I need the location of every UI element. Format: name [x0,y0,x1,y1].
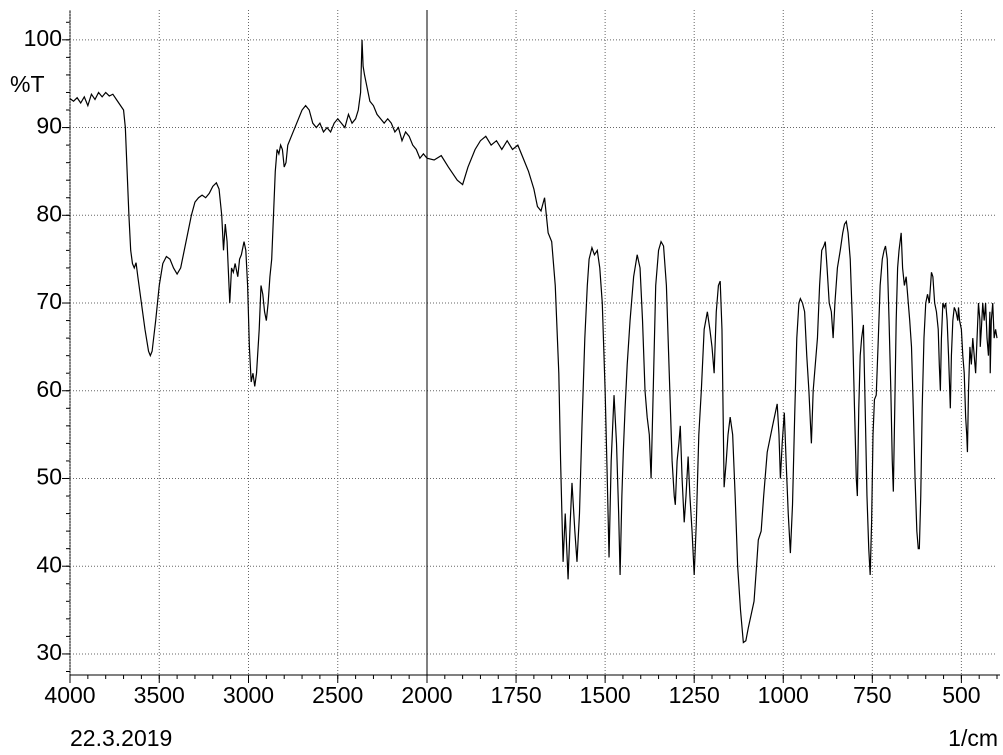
x-tick-label: 3000 [223,682,274,708]
x-tick-label: 3500 [134,682,185,708]
x-tick-label: 4000 [44,682,95,708]
y-tick-label: 40 [36,551,62,577]
x-tick-label: 1500 [580,682,631,708]
y-tick-label: 70 [36,288,62,314]
y-tick-label: 90 [36,113,62,139]
x-tick-label: 2000 [401,682,452,708]
x-tick-label: 1750 [490,682,541,708]
x-tick-label: 750 [853,682,891,708]
y-axis-label: %T [10,71,45,97]
y-tick-label: 50 [36,464,62,490]
y-tick-label: 100 [24,25,62,51]
x-tick-label: 2500 [312,682,363,708]
x-tick-label: 1000 [758,682,809,708]
y-tick-label: 60 [36,376,62,402]
date-label: 22.3.2019 [70,725,172,751]
spectrum-line [69,39,998,644]
x-tick-label: 1250 [669,682,720,708]
y-tick-label: 30 [36,639,62,665]
y-tick-label: 80 [36,200,62,226]
x-axis-label: 1/cm [948,725,998,751]
x-tick-label: 500 [942,682,980,708]
